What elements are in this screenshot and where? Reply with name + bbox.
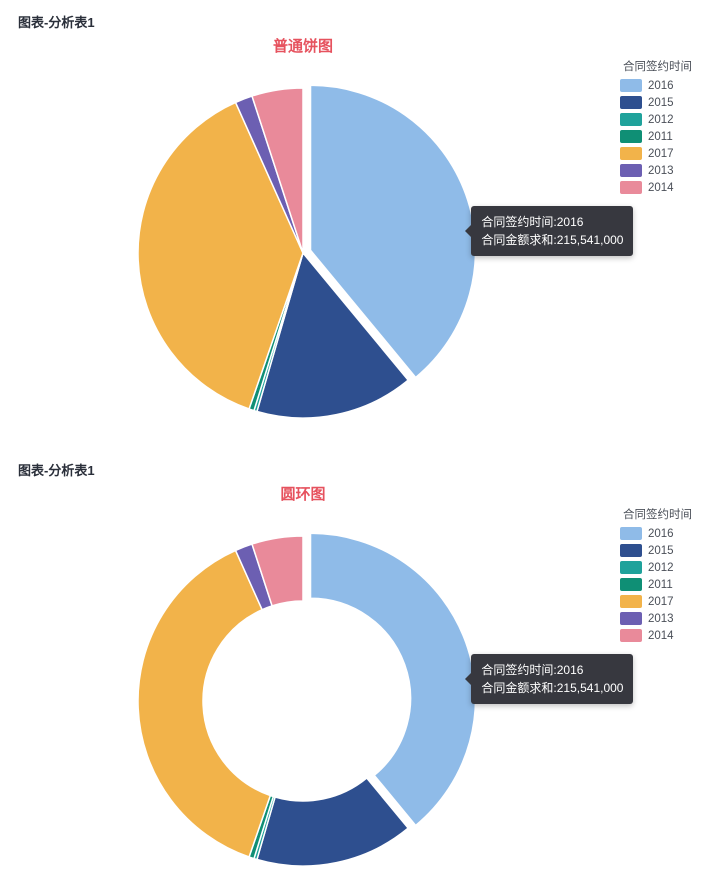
legend-label: 2011 bbox=[648, 131, 673, 143]
legend-item[interactable]: 2016 bbox=[620, 77, 692, 94]
legend-swatch bbox=[620, 147, 642, 160]
legend-label: 2014 bbox=[648, 182, 674, 194]
slice-2015[interactable] bbox=[257, 778, 408, 866]
legend-item[interactable]: 2014 bbox=[620, 179, 692, 196]
legend-item[interactable]: 2017 bbox=[620, 145, 692, 162]
legend-label: 2016 bbox=[648, 528, 674, 540]
legend-swatch bbox=[620, 527, 642, 540]
legend-swatch bbox=[620, 96, 642, 109]
legend-label: 2012 bbox=[648, 562, 674, 574]
legend-swatch bbox=[620, 561, 642, 574]
chart-title: 普通饼图 bbox=[18, 35, 588, 56]
legend-swatch bbox=[620, 612, 642, 625]
legend-swatch bbox=[620, 164, 642, 177]
legend-label: 2013 bbox=[648, 165, 674, 177]
legend-item[interactable]: 2011 bbox=[620, 576, 692, 593]
legend-label: 2017 bbox=[648, 596, 674, 608]
donut-chart[interactable] bbox=[18, 506, 588, 886]
chart-area-donut: 合同签约时间 2016 2015 2012 2011 2017 2013 2014 合同签约… bbox=[18, 506, 702, 886]
legend-item[interactable]: 2013 bbox=[620, 162, 692, 179]
panel-donut: 图表-分析表1 圆环图 合同签约时间 2016 2015 2012 2011 2017 2… bbox=[0, 448, 720, 896]
legend-item[interactable]: 2015 bbox=[620, 542, 692, 559]
legend-label: 2012 bbox=[648, 114, 674, 126]
slice-2017[interactable] bbox=[138, 550, 270, 857]
panel-pie: 图表-分析表1 普通饼图 合同签约时间 2016 2015 2012 2011 2017… bbox=[0, 0, 720, 448]
legend-item[interactable]: 2015 bbox=[620, 94, 692, 111]
legend-label: 2014 bbox=[648, 630, 674, 642]
legend-swatch bbox=[620, 544, 642, 557]
legend-label: 2015 bbox=[648, 545, 674, 557]
panel-title: 图表-分析表1 bbox=[18, 12, 702, 31]
legend-title: 合同签约时间 bbox=[623, 58, 692, 74]
slice-2016[interactable] bbox=[311, 533, 476, 825]
pie-chart[interactable] bbox=[18, 58, 588, 438]
legend-label: 2015 bbox=[648, 97, 674, 109]
legend: 合同签约时间 2016 2015 2012 2011 2017 2013 2014 bbox=[620, 506, 692, 644]
legend-swatch bbox=[620, 629, 642, 642]
legend-item[interactable]: 2012 bbox=[620, 559, 692, 576]
legend-item[interactable]: 2017 bbox=[620, 593, 692, 610]
legend-item[interactable]: 2016 bbox=[620, 525, 692, 542]
legend-title: 合同签约时间 bbox=[623, 506, 692, 522]
legend-swatch bbox=[620, 181, 642, 194]
legend-swatch bbox=[620, 113, 642, 126]
legend-label: 2011 bbox=[648, 579, 673, 591]
legend-item[interactable]: 2011 bbox=[620, 128, 692, 145]
legend-swatch bbox=[620, 578, 642, 591]
legend: 合同签约时间 2016 2015 2012 2011 2017 2013 2014 bbox=[620, 58, 692, 196]
legend-label: 2016 bbox=[648, 80, 674, 92]
legend-item[interactable]: 2014 bbox=[620, 627, 692, 644]
legend-item[interactable]: 2012 bbox=[620, 111, 692, 128]
legend-swatch bbox=[620, 79, 642, 92]
legend-swatch bbox=[620, 595, 642, 608]
legend-label: 2017 bbox=[648, 148, 674, 160]
legend-swatch bbox=[620, 130, 642, 143]
panel-title: 图表-分析表1 bbox=[18, 460, 702, 479]
legend-label: 2013 bbox=[648, 613, 674, 625]
chart-area-pie: 合同签约时间 2016 2015 2012 2011 2017 2013 2014 合同签约… bbox=[18, 58, 702, 438]
chart-title: 圆环图 bbox=[18, 483, 588, 504]
legend-item[interactable]: 2013 bbox=[620, 610, 692, 627]
